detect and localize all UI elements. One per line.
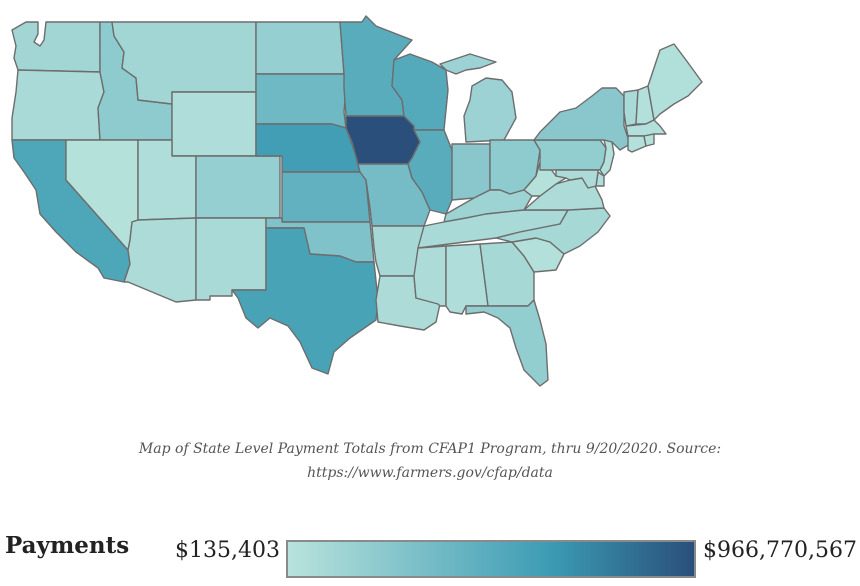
legend-title: Payments xyxy=(5,532,130,559)
map-caption: Map of State Level Payment Totals from C… xyxy=(0,437,860,485)
state-me[interactable] xyxy=(647,43,703,121)
state-sd[interactable] xyxy=(255,73,347,129)
us-map-svg xyxy=(11,15,703,387)
state-ri[interactable] xyxy=(643,133,655,147)
state-wy[interactable] xyxy=(171,91,257,157)
state-nm[interactable] xyxy=(195,217,267,301)
state-ct[interactable] xyxy=(627,135,647,153)
state-ks[interactable] xyxy=(281,171,371,223)
state-pa[interactable] xyxy=(533,139,607,171)
state-ia[interactable] xyxy=(345,115,421,165)
caption-source-url: https://www.farmers.gov/cfap/data xyxy=(307,465,553,481)
caption-line-1: Map of State Level Payment Totals from C… xyxy=(138,441,722,457)
state-mi[interactable] xyxy=(439,53,517,143)
legend-min-value: $135,403 xyxy=(175,538,280,563)
state-fl[interactable] xyxy=(465,299,549,387)
state-or[interactable] xyxy=(11,69,105,141)
state-ny[interactable] xyxy=(533,87,631,151)
state-il[interactable] xyxy=(407,129,453,215)
state-co[interactable] xyxy=(195,155,281,219)
us-choropleth-map xyxy=(11,15,703,387)
state-nd[interactable] xyxy=(255,21,345,75)
state-tx[interactable] xyxy=(231,227,379,375)
color-legend: Payments $135,403 $966,770,567 xyxy=(0,528,860,580)
state-in[interactable] xyxy=(451,143,491,201)
state-md[interactable] xyxy=(555,169,599,189)
legend-max-value: $966,770,567 xyxy=(703,538,857,563)
state-az[interactable] xyxy=(123,217,197,303)
state-wa[interactable] xyxy=(11,21,101,73)
state-ms[interactable] xyxy=(413,245,447,307)
legend-gradient-bar xyxy=(286,540,696,578)
